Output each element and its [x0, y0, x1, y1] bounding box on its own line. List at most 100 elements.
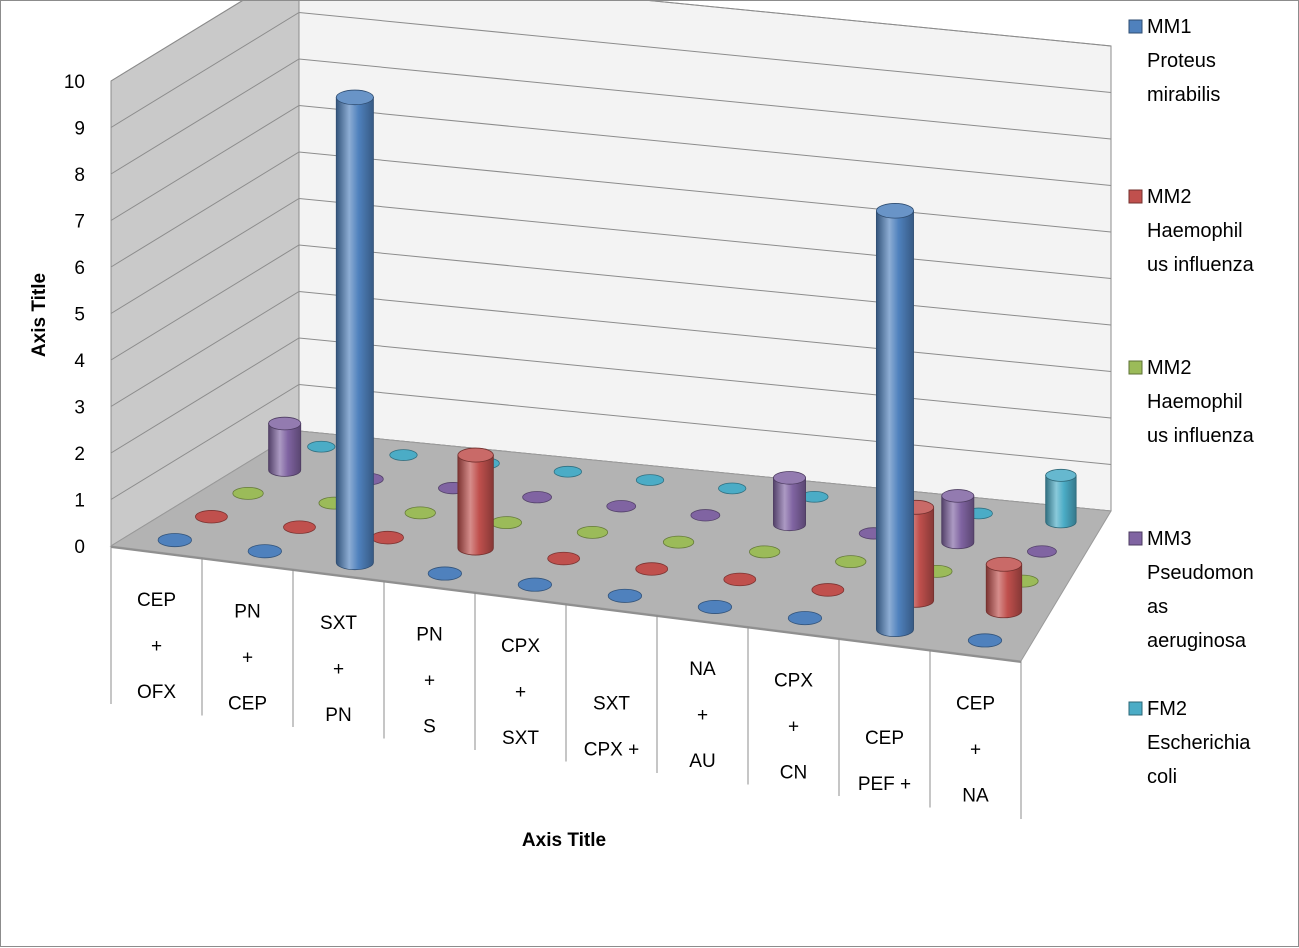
bar-mm1-6 — [697, 599, 733, 614]
bar-fm2-0 — [307, 440, 336, 453]
bar-mm2-3 — [457, 447, 494, 556]
back-wall — [298, 1, 1112, 512]
bar-mm2-5 — [662, 535, 695, 549]
category-label: + — [333, 659, 344, 680]
bar-mm3-9 — [1027, 545, 1057, 558]
bar-base — [404, 506, 436, 520]
category-label: + — [242, 647, 253, 668]
gridline — [110, 1, 1112, 82]
y-tick-label: 3 — [74, 398, 85, 419]
legend-label: Escherichia — [1147, 732, 1251, 754]
category-label: + — [424, 670, 435, 691]
bar-body — [985, 563, 1023, 619]
bar-fm2-1 — [389, 449, 418, 461]
bar-base — [283, 520, 316, 534]
y-tick-label: 2 — [74, 444, 85, 465]
bar-top — [335, 89, 374, 106]
bar-mm1-3 — [427, 566, 462, 581]
category-label: NA — [689, 659, 716, 680]
category-label: CEP — [228, 693, 267, 714]
bar-base — [232, 486, 264, 500]
bar-mm2-3 — [490, 516, 522, 530]
bar-body — [457, 454, 494, 556]
bar-mm1-2 — [335, 89, 374, 571]
category-labels: CEP + OFX PN + CEP SXT + PN PN + S CPX + SXT SXT CPX + NA… — [110, 546, 1022, 819]
legend-swatch — [1128, 189, 1143, 204]
bar-base — [553, 465, 582, 478]
bar-base — [787, 611, 823, 626]
legend-label: MM2 — [1147, 186, 1191, 208]
category-label: + — [151, 636, 162, 657]
bar-base — [157, 533, 192, 548]
category-label: CPX — [501, 636, 540, 657]
bar-base — [427, 566, 462, 581]
bar-base — [690, 509, 721, 522]
legend-label: Pseudomon — [1147, 562, 1254, 584]
bar-mm1-7 — [787, 611, 823, 626]
legend-label: Haemophil — [1147, 391, 1243, 413]
gridline — [110, 383, 1112, 500]
bar-mm2-5 — [635, 562, 669, 576]
bar-base — [576, 525, 609, 539]
bar-mm2-1 — [283, 520, 316, 534]
bar-base — [662, 535, 695, 549]
bar-base — [606, 500, 637, 513]
x-axis-title: Axis Title — [522, 830, 606, 851]
bar-base — [547, 551, 581, 566]
legend-label: us influenza — [1147, 254, 1255, 276]
y-tick-label: 8 — [74, 165, 85, 186]
bar-mm2-6 — [723, 572, 757, 587]
bar-top — [268, 416, 302, 431]
y-tick-label: 6 — [74, 258, 85, 279]
legend-swatch — [1128, 701, 1143, 716]
category-label: PEF + — [858, 774, 911, 795]
gridline — [110, 337, 1112, 454]
bar-mm2-4 — [547, 551, 581, 566]
legend-label: MM2 — [1147, 357, 1191, 379]
bar-base — [967, 633, 1003, 648]
bar-top — [941, 489, 975, 503]
bars-layer — [157, 89, 1077, 648]
bar-body — [941, 495, 975, 550]
bar-mm1-1 — [247, 544, 282, 559]
bar-base — [811, 583, 845, 597]
bar-mm2-7 — [835, 555, 867, 569]
gridline — [110, 151, 1112, 268]
legend-label: Haemophil — [1147, 220, 1243, 242]
legend-label: as — [1147, 596, 1168, 618]
bar-base — [635, 562, 669, 576]
legend-swatch — [1128, 19, 1143, 34]
bar-mm2-2 — [371, 530, 404, 545]
bar-base — [697, 599, 733, 614]
category-label: AU — [689, 751, 715, 772]
category-label: SXT — [320, 613, 357, 634]
bar-mm1-5 — [607, 588, 643, 603]
bar-top — [875, 203, 914, 219]
bar-top — [1045, 468, 1077, 482]
legend: MM1 Proteus mirabilis MM2 Haemophil us influe… — [1128, 16, 1255, 788]
bar-mm1-9 — [967, 633, 1003, 648]
y-axis-title: Axis Title — [29, 273, 50, 357]
category-label: + — [515, 682, 526, 703]
gridline — [110, 244, 1112, 361]
bar-body — [773, 477, 806, 532]
category-label: CPX — [774, 670, 813, 691]
category-label: PN — [416, 624, 442, 645]
category-label: NA — [962, 785, 989, 806]
y-tick-label: 1 — [74, 491, 85, 512]
bar-base — [718, 482, 747, 495]
legend-item-2: MM2 Haemophil us influenza — [1128, 357, 1255, 447]
legend-label: MM1 — [1147, 16, 1191, 38]
bar-base — [490, 516, 522, 530]
bar-base — [522, 491, 552, 504]
bar-mm2-0 — [195, 510, 228, 524]
y-tick-label: 10 — [64, 72, 85, 93]
bar-base — [195, 510, 228, 524]
legend-item-3: MM3 Pseudomon as aeruginosa — [1128, 528, 1254, 652]
y-tick-label: 9 — [74, 119, 85, 140]
bar-base — [389, 449, 418, 461]
legend-label: MM3 — [1147, 528, 1191, 550]
legend-label: Proteus — [1147, 50, 1216, 72]
bar-mm2-6 — [749, 545, 781, 559]
gridline — [110, 11, 1112, 128]
